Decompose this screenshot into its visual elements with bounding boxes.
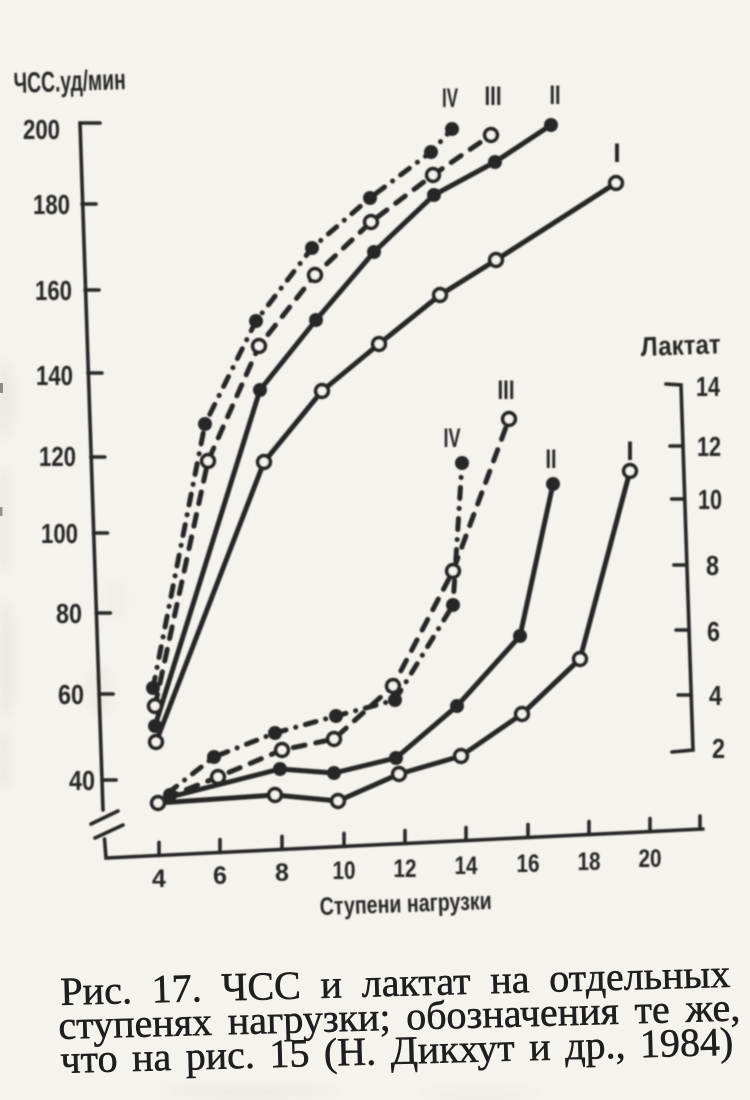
svg-text:180: 180: [33, 189, 70, 220]
svg-text:120: 120: [39, 441, 76, 472]
svg-text:ЧСС.уд/мин: ЧСС.уд/мин: [13, 64, 126, 100]
svg-text:II: II: [550, 80, 561, 110]
svg-text:I: I: [626, 436, 634, 466]
svg-text:I: I: [613, 138, 621, 168]
svg-text:100: 100: [41, 518, 78, 549]
svg-text:14: 14: [455, 852, 478, 880]
svg-text:II: II: [546, 444, 557, 474]
svg-text:16: 16: [517, 850, 540, 878]
svg-text:III: III: [498, 375, 515, 405]
svg-text:10: 10: [333, 857, 356, 885]
svg-text:6: 6: [213, 862, 227, 890]
svg-text:8: 8: [706, 550, 719, 581]
svg-text:8: 8: [275, 859, 289, 887]
svg-text:IV: IV: [442, 83, 458, 113]
svg-text:140: 140: [36, 360, 73, 391]
svg-text:IV: IV: [444, 423, 461, 453]
svg-text:60: 60: [58, 679, 84, 710]
svg-text:2: 2: [712, 733, 725, 764]
svg-text:Ступени нагрузки: Ступени нагрузки: [319, 887, 492, 921]
svg-text:6: 6: [707, 616, 720, 647]
svg-text:12: 12: [697, 431, 721, 462]
svg-text:14: 14: [696, 371, 720, 402]
svg-text:III: III: [485, 81, 502, 111]
svg-text:80: 80: [56, 598, 82, 629]
svg-text:18: 18: [578, 848, 601, 876]
svg-text:20: 20: [639, 845, 662, 873]
svg-text:4: 4: [709, 680, 722, 711]
svg-text:4: 4: [152, 865, 166, 893]
svg-text:10: 10: [698, 484, 722, 515]
svg-text:40: 40: [69, 765, 95, 796]
svg-text:200: 200: [23, 114, 60, 145]
svg-text:Лактат: Лактат: [640, 329, 721, 362]
svg-text:12: 12: [394, 855, 417, 883]
svg-text:160: 160: [35, 275, 72, 306]
